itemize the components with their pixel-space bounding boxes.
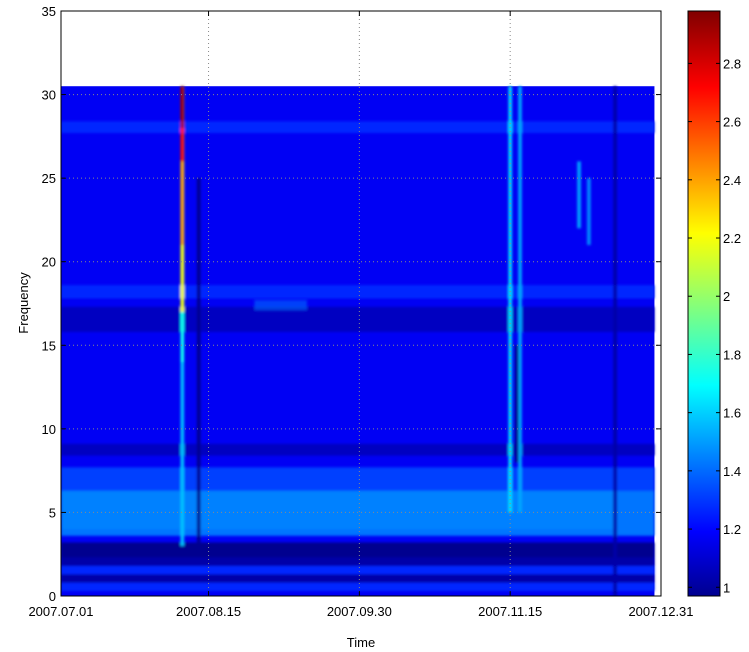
heatmap-vertical-streak: [180, 86, 185, 128]
colorbar-tick-label: 2: [723, 289, 730, 304]
y-tick-label: 5: [49, 505, 56, 520]
colorbar-frame: [687, 10, 721, 597]
colorbar-ticks: 1 1.2 1.4 1.6 1.8 2 2.2 2.4 2.6 2.8: [688, 56, 741, 595]
heatmap-band: [61, 582, 655, 591]
heatmap-blob: [61, 490, 616, 530]
colorbar-tick-label: 1.6: [723, 406, 741, 421]
colorbar-tick-label: 1: [723, 580, 730, 595]
heatmap-vertical-streak: [180, 128, 185, 162]
heatmap-layer: [61, 86, 655, 596]
colorbar-tick-label: 2.6: [723, 115, 741, 130]
heatmap-band: [61, 467, 655, 491]
x-axis-label: Time: [347, 635, 375, 650]
x-tick-label: 2007.07.01: [28, 604, 93, 619]
y-axis-ticks: 0 5 10 15 20 25 30 35: [42, 4, 661, 604]
heatmap-vertical-streak: [577, 161, 581, 229]
x-tick-label: 2007.08.15: [176, 604, 241, 619]
heatmap-features: [61, 86, 655, 596]
heatmap-band: [61, 574, 655, 583]
x-tick-label: 2007.12.31: [628, 604, 693, 619]
heatmap-vertical-streak: [514, 345, 519, 463]
colorbar-tick-label: 2.2: [723, 231, 741, 246]
heatmap-band: [61, 557, 655, 566]
colorbar-tick-label: 1.8: [723, 347, 741, 362]
heatmap-band: [61, 565, 655, 575]
heatmap-vertical-streak: [613, 86, 617, 596]
y-tick-label: 15: [42, 338, 56, 353]
heatmap-vertical-streak: [180, 362, 185, 546]
y-tick-label: 10: [42, 422, 56, 437]
x-axis-ticks: 2007.07.01 2007.08.15 2007.09.30 2007.11.15…: [28, 11, 694, 619]
colorbar-gradient: [688, 11, 720, 596]
x-tick-label: 2007.11.15: [478, 604, 542, 619]
heatmap-band: [61, 443, 655, 456]
heatmap-vertical-streak: [587, 178, 591, 245]
colorbar-tick-label: 2.8: [723, 56, 741, 71]
heatmap-band: [61, 306, 655, 332]
heatmap-band: [61, 121, 655, 134]
heatmap-vertical-streak: [180, 161, 185, 245]
heatmap-band: [61, 542, 655, 558]
y-tick-label: 35: [42, 4, 56, 19]
colorbar-tick-label: 1.4: [723, 464, 741, 479]
plot-frame: [60, 10, 662, 597]
heatmap-vertical-streak: [518, 86, 522, 513]
plot-area: 2007.07.01 2007.08.15 2007.09.30 2007.11.15…: [28, 4, 693, 619]
y-tick-label: 20: [42, 255, 56, 270]
colorbar-tick-label: 2.4: [723, 173, 741, 188]
colorbar-tick-label: 1.2: [723, 522, 741, 537]
heatmap-vertical-streak: [196, 178, 201, 546]
x-tick-label: 2007.09.30: [327, 604, 392, 619]
y-tick-label: 25: [42, 171, 56, 186]
heatmap-blob: [254, 300, 307, 311]
colorbar: 1 1.2 1.4 1.6 1.8 2 2.2 2.4 2.6 2.8: [687, 10, 741, 597]
heatmap-vertical-streak: [180, 245, 185, 312]
y-tick-label: 30: [42, 88, 56, 103]
y-axis-label: Frequency: [16, 272, 31, 334]
grid-lines: [61, 11, 661, 596]
y-tick-label: 0: [49, 589, 56, 604]
heatmap-band: [61, 285, 655, 299]
